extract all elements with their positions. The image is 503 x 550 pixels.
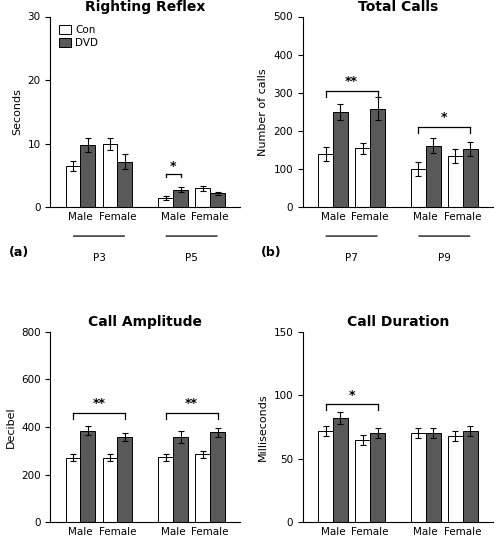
Bar xyxy=(103,144,118,207)
Bar xyxy=(463,149,478,207)
Text: P7: P7 xyxy=(345,253,358,263)
Bar xyxy=(463,431,478,522)
Bar xyxy=(210,432,225,522)
Y-axis label: Decibel: Decibel xyxy=(6,406,16,448)
Bar xyxy=(355,440,370,522)
Title: Total Calls: Total Calls xyxy=(358,0,438,14)
Bar xyxy=(118,437,132,522)
Bar xyxy=(333,112,348,207)
Y-axis label: Seconds: Seconds xyxy=(12,89,22,135)
Bar xyxy=(80,145,95,207)
Y-axis label: Milliseconds: Milliseconds xyxy=(258,393,268,461)
Y-axis label: Number of calls: Number of calls xyxy=(258,68,268,156)
Bar xyxy=(118,162,132,207)
Bar xyxy=(318,431,333,522)
Text: **: ** xyxy=(185,397,198,410)
Bar xyxy=(158,458,173,522)
Bar xyxy=(80,431,95,522)
Text: (a): (a) xyxy=(9,246,29,258)
Text: *: * xyxy=(170,160,177,173)
Bar xyxy=(411,169,426,207)
Bar xyxy=(195,454,210,522)
Text: (b): (b) xyxy=(261,246,282,258)
Bar xyxy=(448,156,463,207)
Title: Righting Reflex: Righting Reflex xyxy=(85,0,206,14)
Bar xyxy=(355,148,370,207)
Bar xyxy=(210,194,225,207)
Bar xyxy=(173,190,188,207)
Bar xyxy=(318,154,333,207)
Text: P5: P5 xyxy=(185,253,198,263)
Text: **: ** xyxy=(93,397,106,410)
Bar xyxy=(411,433,426,522)
Bar xyxy=(370,433,385,522)
Bar xyxy=(426,433,441,522)
Text: *: * xyxy=(349,389,355,402)
Bar xyxy=(158,198,173,207)
Bar xyxy=(103,458,118,522)
Bar xyxy=(426,146,441,207)
Bar xyxy=(65,166,80,207)
Text: *: * xyxy=(441,111,448,124)
Title: Call Amplitude: Call Amplitude xyxy=(89,315,202,329)
Bar xyxy=(195,188,210,207)
Bar xyxy=(370,109,385,207)
Bar xyxy=(173,437,188,522)
Text: P3: P3 xyxy=(93,253,106,263)
Bar xyxy=(65,458,80,522)
Legend: Con, DVD: Con, DVD xyxy=(55,21,102,51)
Text: P9: P9 xyxy=(438,253,451,263)
Text: **: ** xyxy=(345,75,358,88)
Title: Call Duration: Call Duration xyxy=(347,315,449,329)
Bar xyxy=(333,418,348,522)
Bar xyxy=(448,436,463,522)
